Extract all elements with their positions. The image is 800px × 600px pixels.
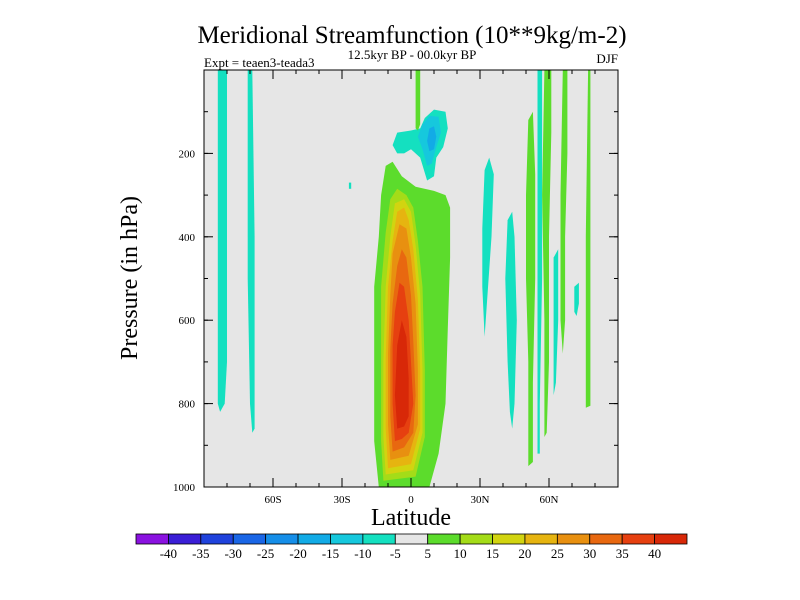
colorbar-label: -30 [225, 546, 242, 561]
y-tick-label: 200 [179, 148, 196, 160]
colorbar-label: -40 [160, 546, 177, 561]
colorbar-label: 20 [518, 546, 531, 561]
colorbar-label: -5 [390, 546, 401, 561]
y-tick-label: 800 [179, 399, 196, 411]
colorbar-swatch [394, 533, 429, 545]
contour-layer [217, 70, 591, 487]
contour-northern-strip-72n [574, 282, 579, 316]
x-tick-label: 60N [540, 494, 559, 506]
contour-northern-strip-42n [505, 211, 517, 429]
chart-title: Meridional Streamfunction (10**9kg/m-2) [197, 22, 626, 49]
contour-northern-strip-55n [537, 70, 543, 454]
colorbar-label: 25 [551, 546, 564, 561]
colorbar: -40 -35 -30 -25 -20 -15 -10 -5 5 10 15 20 25 30 35 40 [135, 533, 688, 561]
x-tick-label: 30N [471, 494, 490, 506]
colorbar-swatch [459, 533, 493, 545]
contour-northern-strip-59n [542, 70, 552, 437]
colorbar-label: 5 [424, 546, 431, 561]
colorbar-swatch [330, 533, 364, 545]
contour-northern-strip-30n [482, 157, 494, 337]
colorbar-label: -25 [257, 546, 274, 561]
contour-south-polar-strip-b [247, 70, 255, 433]
season-label: DJF [596, 51, 618, 66]
colorbar-label: 30 [583, 546, 596, 561]
colorbar-label: 40 [648, 546, 661, 561]
contour-south-sliver [348, 182, 352, 189]
y-axis-label: Pressure (in hPa) [117, 196, 143, 360]
colorbar-swatch [362, 533, 396, 545]
contour-tropical-cell-40 [394, 320, 409, 429]
contour-equator-top-strip [415, 70, 421, 131]
colorbar-label: 10 [454, 546, 467, 561]
contour-northern-strip-50n [526, 111, 536, 467]
x-tick-label: 60S [264, 494, 281, 506]
colorbar-label: -15 [322, 546, 339, 561]
colorbar-swatch [135, 533, 169, 545]
y-tick-label: 400 [179, 232, 196, 244]
colorbar-swatch [556, 533, 591, 545]
colorbar-label: 15 [486, 546, 499, 561]
x-axis: 60S 30S 0 30N 60N [264, 70, 559, 506]
colorbar-label: -10 [354, 546, 371, 561]
experiment-label: Expt = teaen3-teada3 [204, 55, 315, 70]
colorbar-label: -20 [289, 546, 306, 561]
colorbar-swatch [492, 533, 526, 545]
contour-northern-strip-63n [553, 249, 559, 396]
y-axis: 200 400 600 800 1000 [173, 148, 618, 494]
x-axis-label: Latitude [371, 505, 451, 531]
colorbar-swatch [589, 533, 623, 545]
contour-upper-cell-neg15 [427, 126, 437, 152]
y-tick-label: 600 [179, 315, 196, 327]
x-tick-label: 0 [408, 494, 414, 506]
colorbar-swatch [168, 533, 202, 545]
colorbar-swatch [265, 533, 299, 545]
colorbar-swatch [297, 533, 331, 545]
colorbar-swatch [232, 533, 267, 545]
contour-south-polar-strip-a [217, 70, 227, 412]
x-tick-label: 30S [333, 494, 350, 506]
colorbar-swatch [524, 533, 558, 545]
y-tick-label: 1000 [173, 482, 196, 494]
colorbar-label: -35 [192, 546, 209, 561]
contour-northern-strip-66n [560, 70, 568, 354]
colorbar-swatch [654, 533, 688, 545]
chart-subtitle: 12.5kyr BP - 00.0kyr BP [348, 47, 477, 62]
colorbar-swatch [621, 533, 655, 545]
contour-northern-strip-78n [585, 70, 591, 408]
colorbar-swatch [427, 533, 461, 545]
colorbar-swatch [200, 533, 234, 545]
colorbar-label: 35 [616, 546, 629, 561]
